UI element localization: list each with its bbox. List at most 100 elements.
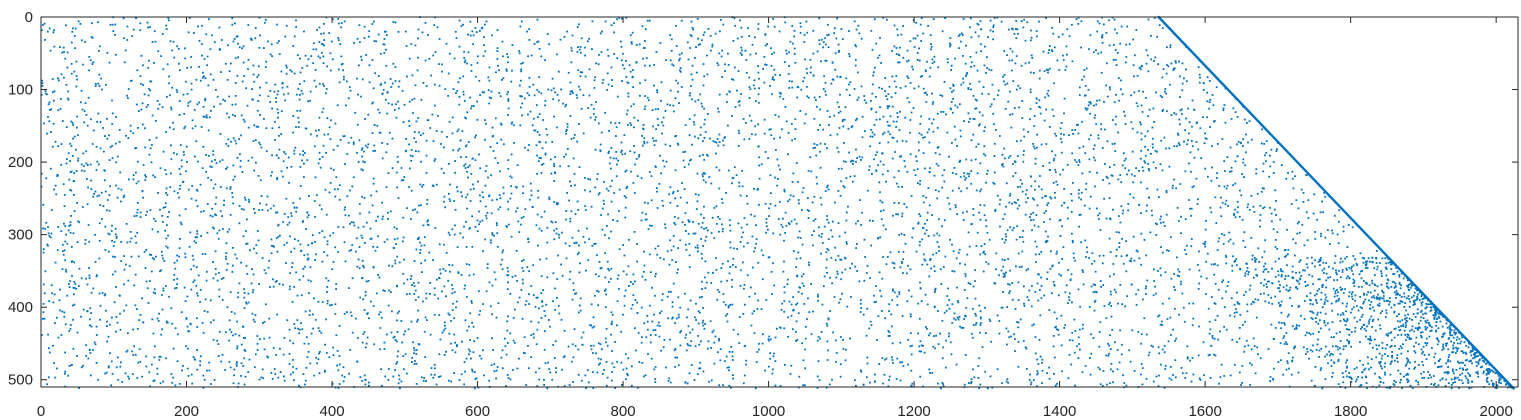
nonzero-point: [926, 263, 929, 266]
nonzero-point: [507, 377, 510, 379]
nonzero-point: [1174, 359, 1177, 362]
nonzero-point: [389, 78, 392, 80]
nonzero-point: [863, 238, 866, 241]
nonzero-point: [209, 299, 212, 302]
nonzero-point: [453, 317, 455, 320]
nonzero-point: [307, 350, 310, 353]
nonzero-point: [348, 86, 351, 89]
nonzero-point: [636, 386, 639, 389]
nonzero-point: [1002, 165, 1005, 168]
nonzero-point: [1110, 362, 1113, 365]
nonzero-point: [905, 140, 908, 143]
nonzero-point: [1151, 126, 1154, 129]
nonzero-point: [425, 139, 428, 142]
nonzero-point: [941, 357, 944, 360]
nonzero-point: [190, 82, 193, 85]
nonzero-point: [111, 23, 114, 26]
nonzero-point: [1157, 315, 1159, 318]
nonzero-point: [1177, 220, 1180, 222]
nonzero-point: [736, 248, 738, 250]
nonzero-point: [520, 68, 523, 71]
nonzero-point: [112, 255, 114, 258]
nonzero-point: [108, 159, 111, 161]
nonzero-point: [1318, 278, 1321, 281]
nonzero-point: [316, 134, 318, 137]
nonzero-point: [110, 384, 113, 387]
nonzero-point: [494, 278, 497, 281]
nonzero-point: [976, 99, 978, 102]
nonzero-point: [173, 274, 176, 276]
nonzero-point: [232, 40, 235, 43]
nonzero-point: [361, 78, 364, 81]
nonzero-point: [1132, 64, 1135, 67]
nonzero-point: [719, 30, 721, 33]
nonzero-point: [644, 79, 647, 82]
nonzero-point: [640, 177, 643, 180]
nonzero-point: [971, 223, 973, 225]
nonzero-point: [952, 83, 955, 86]
nonzero-point: [419, 249, 422, 251]
nonzero-point: [790, 123, 793, 125]
nonzero-point: [1291, 177, 1294, 180]
nonzero-point: [460, 156, 462, 159]
nonzero-point: [1307, 217, 1310, 219]
nonzero-point: [1203, 142, 1206, 145]
nonzero-point: [600, 267, 603, 269]
nonzero-point: [296, 206, 298, 209]
nonzero-point: [1364, 367, 1367, 370]
nonzero-point: [608, 237, 610, 240]
nonzero-point: [872, 220, 874, 222]
nonzero-point: [425, 380, 427, 382]
nonzero-point: [1157, 385, 1160, 387]
nonzero-point: [171, 322, 174, 325]
nonzero-point: [780, 223, 783, 226]
nonzero-point: [1404, 302, 1407, 304]
nonzero-point: [1232, 255, 1234, 258]
nonzero-point: [572, 157, 575, 160]
nonzero-point: [977, 143, 980, 145]
nonzero-point: [194, 236, 197, 239]
nonzero-point: [299, 109, 302, 112]
nonzero-point: [1268, 301, 1270, 304]
nonzero-point: [704, 323, 706, 325]
nonzero-point: [307, 257, 310, 260]
nonzero-point: [225, 168, 227, 170]
nonzero-point: [301, 328, 304, 331]
nonzero-point: [1124, 114, 1126, 117]
nonzero-point: [727, 124, 729, 127]
nonzero-point: [708, 380, 710, 383]
nonzero-point: [937, 66, 940, 69]
nonzero-point: [307, 58, 310, 61]
nonzero-point: [1135, 29, 1138, 31]
nonzero-point: [852, 180, 854, 183]
nonzero-point: [750, 119, 753, 122]
nonzero-point: [1275, 214, 1277, 216]
nonzero-point: [1202, 89, 1205, 91]
nonzero-point: [44, 39, 46, 41]
nonzero-point: [154, 292, 156, 295]
nonzero-point: [139, 75, 142, 78]
nonzero-point: [293, 152, 296, 155]
nonzero-point: [229, 188, 232, 190]
nonzero-point: [285, 64, 288, 67]
nonzero-point: [767, 338, 770, 341]
nonzero-point: [927, 25, 929, 27]
nonzero-point: [669, 381, 672, 384]
nonzero-point: [448, 198, 451, 201]
nonzero-point: [1099, 229, 1102, 231]
nonzero-point: [622, 64, 624, 67]
nonzero-point: [839, 194, 842, 197]
nonzero-point: [1418, 299, 1421, 302]
nonzero-point: [1203, 374, 1205, 377]
nonzero-point: [292, 131, 294, 134]
nonzero-point: [415, 383, 418, 385]
nonzero-point: [253, 320, 256, 323]
nonzero-point: [635, 158, 638, 160]
nonzero-point: [979, 162, 982, 165]
nonzero-point: [291, 262, 294, 264]
nonzero-point: [1234, 208, 1236, 211]
nonzero-point: [1096, 99, 1098, 102]
nonzero-point: [1337, 383, 1340, 385]
nonzero-point: [1091, 262, 1093, 265]
nonzero-point: [348, 372, 350, 375]
